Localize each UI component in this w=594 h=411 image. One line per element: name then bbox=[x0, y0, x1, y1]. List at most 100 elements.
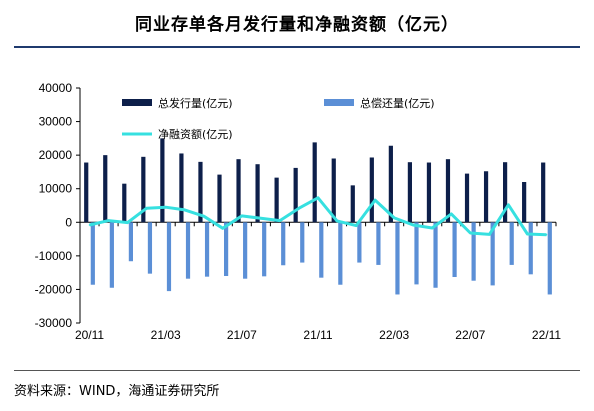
net-financing-point bbox=[317, 196, 319, 199]
issue-bar bbox=[255, 164, 260, 223]
net-financing-point bbox=[145, 207, 148, 209]
y-tick-label: 40000 bbox=[39, 81, 73, 95]
y-tick-label: 30000 bbox=[39, 115, 73, 129]
repay-bar bbox=[262, 222, 267, 277]
net-financing-point bbox=[450, 213, 453, 215]
repay-bar bbox=[490, 222, 495, 286]
net-financing-point bbox=[126, 221, 129, 224]
repay-bar bbox=[452, 222, 457, 278]
repay-bar bbox=[376, 222, 381, 265]
repay-bar bbox=[471, 222, 476, 281]
footer-rule bbox=[14, 370, 580, 371]
x-tick-label: 22/03 bbox=[379, 328, 409, 342]
issue-bar bbox=[103, 155, 108, 223]
net-financing-point bbox=[222, 227, 224, 230]
x-tick-label: 21/11 bbox=[303, 328, 332, 342]
chart-title: 同业存单各月发行量和净融资额（亿元） bbox=[135, 15, 459, 35]
issue-bar bbox=[179, 153, 184, 223]
net-financing-line bbox=[89, 196, 547, 237]
issue-bar bbox=[160, 138, 165, 223]
net-financing-point bbox=[469, 232, 472, 234]
y-tick-label: -10000 bbox=[35, 249, 73, 263]
repay-bars bbox=[90, 222, 552, 295]
issue-bar bbox=[445, 159, 451, 223]
issue-bar bbox=[122, 183, 127, 223]
repay-bar bbox=[243, 222, 248, 279]
net-financing-point bbox=[202, 215, 205, 218]
legend-swatch-issue bbox=[122, 99, 152, 106]
x-tick-label: 22/11 bbox=[532, 328, 561, 342]
y-tick-label: -20000 bbox=[35, 282, 73, 296]
x-tick-label: 20/11 bbox=[75, 328, 104, 342]
legend: 总发行量(亿元) 总偿还量(亿元) 净融资额(亿元) bbox=[122, 96, 435, 141]
net-financing-point bbox=[336, 220, 338, 222]
y-tick-label: 0 bbox=[65, 215, 72, 229]
legend-label-issue: 总发行量(亿元) bbox=[158, 96, 233, 110]
x-tick-label: 22/07 bbox=[455, 328, 485, 342]
issue-bar bbox=[293, 167, 298, 223]
title-rule bbox=[14, 46, 580, 48]
issue-bar bbox=[217, 174, 222, 223]
issue-bar bbox=[236, 159, 241, 223]
net-financing-point bbox=[298, 207, 300, 209]
issue-bars bbox=[84, 138, 546, 223]
repay-bar bbox=[300, 222, 305, 263]
repay-bar bbox=[147, 222, 153, 274]
repay-bar bbox=[90, 222, 95, 285]
repay-bar bbox=[547, 222, 552, 295]
issue-bar bbox=[350, 185, 355, 223]
chart-canvas: -30000-20000-10000010000200003000040000 … bbox=[35, 81, 562, 342]
net-financing-point bbox=[260, 217, 262, 220]
net-financing-point bbox=[374, 199, 376, 201]
repay-bar bbox=[281, 222, 286, 266]
net-financing-point bbox=[488, 233, 491, 236]
issue-bar bbox=[369, 157, 374, 223]
net-financing-point bbox=[355, 224, 357, 227]
repay-bar bbox=[414, 222, 419, 285]
net-financing-point bbox=[164, 206, 167, 208]
y-tick-label: 10000 bbox=[39, 182, 73, 196]
net-financing-point bbox=[279, 219, 281, 222]
issue-bar bbox=[198, 161, 203, 223]
repay-bar bbox=[204, 222, 210, 277]
net-financing-point bbox=[507, 204, 510, 206]
net-financing-point bbox=[526, 233, 529, 235]
issue-bar bbox=[274, 177, 279, 223]
repay-bar bbox=[338, 222, 343, 285]
legend-label-net: 净融资额(亿元) bbox=[158, 127, 233, 141]
repay-bar bbox=[395, 222, 400, 295]
legend-swatch-repay bbox=[324, 99, 354, 106]
repay-bar bbox=[509, 222, 514, 265]
repay-bar bbox=[166, 222, 172, 292]
repay-bar bbox=[128, 222, 133, 262]
y-axis: -30000 -20000 -10000 0 10000 20000 30000 40000 bbox=[35, 81, 81, 330]
issue-bar bbox=[541, 162, 546, 223]
issue-bar bbox=[312, 142, 317, 223]
net-financing-point bbox=[183, 209, 186, 211]
net-financing-line-group bbox=[88, 196, 548, 237]
source-note: 资料来源：WIND，海通证券研究所 bbox=[14, 384, 220, 399]
issue-bar bbox=[407, 162, 412, 223]
issue-bar bbox=[388, 145, 393, 223]
issue-bar bbox=[84, 162, 89, 223]
y-tick-label: -30000 bbox=[35, 316, 73, 330]
issue-bar bbox=[483, 171, 489, 223]
net-financing-point bbox=[393, 217, 395, 219]
y-tick-label: 20000 bbox=[39, 148, 73, 162]
issue-bar bbox=[426, 162, 432, 223]
issue-bar bbox=[141, 156, 146, 223]
repay-bar bbox=[319, 222, 324, 278]
x-axis: 20/11 21/03 21/07 21/11 22/03 22/07 22/11 bbox=[75, 221, 561, 342]
net-financing-point bbox=[431, 227, 434, 229]
issue-bar bbox=[464, 173, 470, 223]
net-financing-point bbox=[412, 224, 415, 226]
x-tick-label: 21/07 bbox=[227, 328, 257, 342]
repay-bar bbox=[528, 222, 533, 275]
repay-bar bbox=[357, 222, 362, 263]
issue-bar bbox=[522, 182, 527, 223]
x-tick-label: 21/03 bbox=[151, 328, 181, 342]
repay-bar bbox=[185, 222, 191, 279]
issue-bar bbox=[503, 162, 508, 223]
repay-bar bbox=[109, 222, 114, 288]
legend-label-repay: 总偿还量(亿元) bbox=[360, 96, 435, 110]
